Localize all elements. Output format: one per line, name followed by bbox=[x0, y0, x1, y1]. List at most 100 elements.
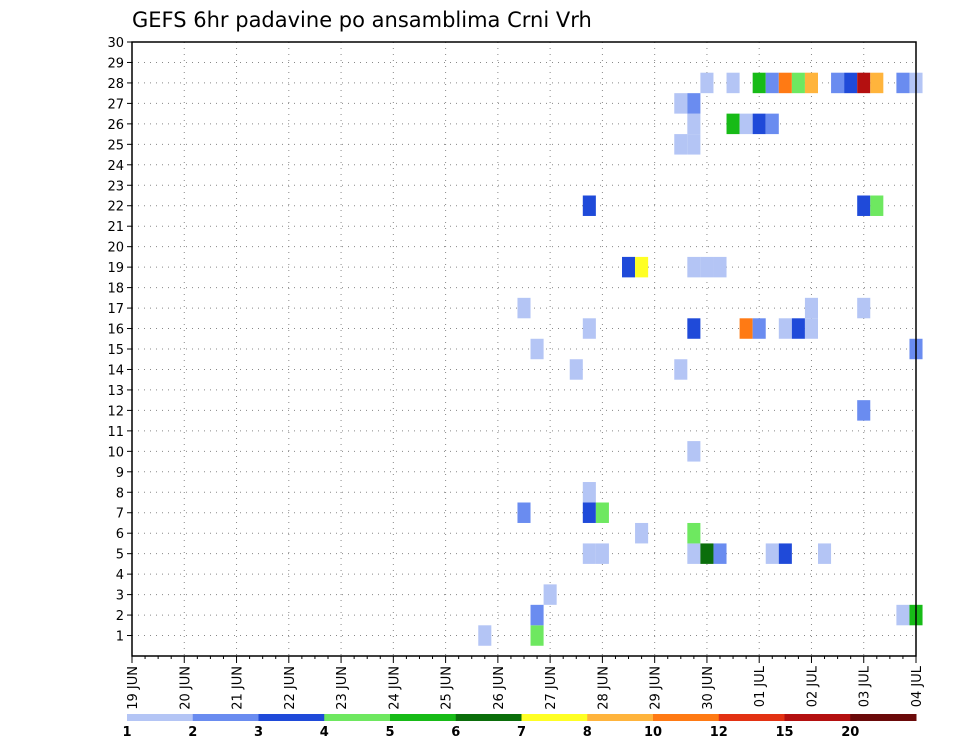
precip-cell bbox=[517, 297, 531, 319]
legend: 1 2 3 4 5 6 7 8 10 12 15 20 bbox=[122, 714, 917, 740]
precip-cell bbox=[765, 113, 779, 135]
legend-swatch bbox=[192, 714, 259, 721]
precip-cell bbox=[635, 256, 649, 278]
precip-cell bbox=[569, 359, 583, 380]
precip-cell bbox=[726, 113, 740, 135]
y-tick-label: 5 bbox=[116, 548, 124, 563]
precip-cell bbox=[752, 318, 766, 339]
y-tick-label: 27 bbox=[107, 97, 124, 112]
legend-label: 7 bbox=[517, 725, 526, 740]
precip-cell bbox=[739, 318, 753, 339]
precip-cell bbox=[804, 72, 818, 94]
precip-cell bbox=[582, 195, 596, 216]
precip-cell bbox=[778, 72, 792, 94]
precip-cell bbox=[857, 195, 871, 216]
legend-label: 3 bbox=[254, 725, 263, 740]
precip-cell bbox=[674, 359, 688, 380]
precip-cell bbox=[582, 482, 596, 503]
x-tick-label: 29 JUN bbox=[649, 666, 664, 710]
precip-cell bbox=[870, 72, 884, 94]
y-tick-label: 29 bbox=[107, 56, 124, 71]
y-tick-label: 26 bbox=[107, 118, 124, 133]
legend-swatch bbox=[455, 714, 522, 721]
legend-label: 4 bbox=[320, 725, 329, 740]
precip-cell bbox=[791, 72, 805, 94]
y-tick-label: 9 bbox=[116, 466, 124, 481]
y-tick-label: 6 bbox=[116, 527, 124, 542]
legend-label: 12 bbox=[710, 725, 728, 740]
legend-swatch bbox=[390, 714, 457, 721]
precip-cell bbox=[804, 297, 818, 319]
precip-cell bbox=[700, 72, 714, 94]
precip-cell bbox=[896, 604, 910, 626]
precip-cell bbox=[687, 318, 701, 339]
y-tick-label: 21 bbox=[107, 220, 124, 235]
data-cells bbox=[478, 72, 923, 646]
x-tick-label: 30 JUN bbox=[701, 666, 716, 710]
y-tick-label: 17 bbox=[107, 302, 124, 317]
x-tick-label: 22 JUN bbox=[283, 666, 298, 710]
precip-cell bbox=[622, 256, 636, 278]
x-tick-label: 23 JUN bbox=[335, 666, 350, 710]
y-tick-label: 8 bbox=[116, 486, 124, 501]
precip-cell bbox=[870, 195, 884, 216]
x-tick-label: 02 JUL bbox=[805, 665, 820, 707]
legend-label: 6 bbox=[451, 725, 460, 740]
legend-swatch bbox=[521, 714, 588, 721]
y-tick-label: 16 bbox=[107, 323, 124, 338]
y-tick-label: 23 bbox=[107, 179, 124, 194]
chart-title: GEFS 6hr padavine po ansamblima Crni Vrh bbox=[132, 8, 592, 32]
y-tick-label: 19 bbox=[107, 261, 124, 276]
precip-cell bbox=[582, 318, 596, 339]
precip-cell bbox=[857, 297, 871, 319]
precip-cell bbox=[700, 256, 714, 278]
x-tick-label: 19 JUN bbox=[126, 666, 141, 710]
precip-cell bbox=[582, 543, 596, 564]
y-tick-label: 30 bbox=[107, 36, 124, 51]
precip-cell bbox=[687, 522, 701, 544]
x-tick-label: 25 JUN bbox=[440, 666, 455, 710]
precip-cell bbox=[517, 502, 531, 523]
x-tick-label: 03 JUL bbox=[858, 665, 873, 707]
x-tick-label: 01 JUL bbox=[753, 665, 768, 707]
y-tick-label: 11 bbox=[107, 425, 124, 440]
legend-label: 1 bbox=[122, 725, 131, 740]
precip-cell bbox=[713, 256, 727, 278]
x-tick-label: 20 JUN bbox=[178, 666, 193, 710]
precip-cell bbox=[778, 318, 792, 339]
y-tick-label: 3 bbox=[116, 589, 124, 604]
legend-swatch bbox=[587, 714, 654, 721]
x-tick-label: 21 JUN bbox=[231, 666, 246, 710]
precip-cell bbox=[896, 72, 910, 94]
precip-cell bbox=[595, 543, 609, 564]
precip-cell bbox=[739, 113, 753, 135]
legend-label: 10 bbox=[644, 725, 662, 740]
precip-cell bbox=[752, 72, 766, 94]
x-tick-label: 04 JUL bbox=[910, 665, 925, 707]
y-axis: 1234567891011121314151617181920212223242… bbox=[107, 36, 132, 645]
precip-cell bbox=[844, 72, 858, 94]
y-tick-label: 4 bbox=[116, 568, 124, 583]
y-tick-label: 28 bbox=[107, 77, 124, 92]
precip-cell bbox=[530, 604, 544, 626]
y-tick-label: 22 bbox=[107, 200, 124, 215]
precip-cell bbox=[765, 72, 779, 94]
precip-cell bbox=[700, 543, 714, 564]
y-tick-label: 25 bbox=[107, 138, 124, 153]
y-tick-label: 12 bbox=[107, 404, 124, 419]
precip-cell bbox=[478, 625, 492, 646]
legend-swatch bbox=[718, 714, 785, 721]
grid bbox=[132, 42, 916, 656]
y-tick-label: 2 bbox=[116, 609, 124, 624]
legend-label: 8 bbox=[583, 725, 592, 740]
x-tick-label: 27 JUN bbox=[544, 666, 559, 710]
precip-cell bbox=[687, 113, 701, 135]
precip-cell bbox=[765, 543, 779, 564]
legend-label: 5 bbox=[385, 725, 394, 740]
legend-swatch bbox=[850, 714, 917, 721]
precip-cell bbox=[687, 441, 701, 462]
precip-cell bbox=[752, 113, 766, 135]
precip-cell bbox=[530, 625, 544, 646]
y-tick-label: 24 bbox=[107, 159, 124, 174]
